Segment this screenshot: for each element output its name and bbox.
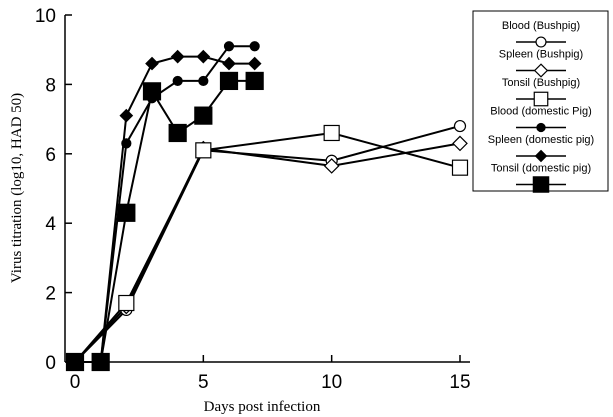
data-point-diamond-open — [323, 158, 340, 174]
data-point-square-filled — [91, 352, 110, 372]
legend-marker — [533, 63, 549, 78]
legend-label: Tonsil (Bushpig) — [502, 77, 580, 89]
y-ticks: 0 2 4 6 8 10 — [35, 6, 72, 374]
data-point-diamond-filled — [170, 49, 185, 64]
data-point-square-open — [323, 124, 340, 142]
y-axis-title: Virus titration (log10, HAD 50) — [9, 93, 25, 283]
y-tick-label: 10 — [35, 6, 56, 27]
data-point-diamond-filled — [119, 108, 134, 123]
data-point-square-filled — [219, 71, 239, 91]
data-point-circle-open — [453, 119, 467, 133]
x-tick-label: 15 — [449, 372, 470, 393]
x-ticks: 0 5 10 15 — [70, 355, 471, 393]
data-point-circle-filled — [172, 75, 183, 87]
x-tick-label: 0 — [70, 372, 81, 393]
data-point-circle-filled — [249, 41, 260, 52]
series-line-circle-filled — [75, 45, 255, 363]
data-point-diamond-filled — [145, 56, 159, 71]
series-markers — [65, 41, 469, 372]
data-point-circle-filled — [223, 41, 235, 52]
legend: Blood (Bushpig) Spleen (Bushpig) Tonsil (B… — [472, 10, 609, 193]
y-tick-label: 0 — [45, 353, 56, 374]
data-point-diamond-filled — [247, 56, 262, 71]
axes — [64, 15, 470, 363]
y-tick-label: 4 — [45, 214, 56, 235]
data-point-circle-filled — [198, 75, 209, 87]
legend-label: Spleen (domestic pig) — [488, 134, 594, 146]
data-point-square-filled — [245, 71, 264, 91]
legend-marker — [535, 36, 547, 48]
y-tick-label: 2 — [45, 284, 56, 305]
data-point-square-filled — [194, 106, 213, 125]
legend-label: Blood (domestic Pig) — [490, 106, 592, 118]
series-line-square-filled — [75, 79, 255, 363]
legend-label: Tonsil (domestic pig) — [491, 163, 591, 175]
legend-marker — [533, 91, 549, 107]
data-point-square-filled — [142, 82, 162, 101]
data-point-square-open — [118, 294, 135, 312]
data-point-circle-filled — [121, 138, 132, 149]
data-point-diamond-filled — [196, 49, 211, 64]
data-point-square-filled — [65, 352, 85, 372]
legend-marker — [534, 149, 548, 163]
data-point-square-filled — [168, 123, 187, 143]
y-tick-label: 6 — [45, 145, 56, 166]
data-point-square-open — [195, 142, 212, 159]
y-tick-label: 8 — [45, 75, 56, 96]
series-line-diamond-open — [74, 142, 461, 363]
legend-marker — [536, 122, 546, 133]
legend-label: Spleen (Bushpig) — [499, 49, 583, 61]
legend-marker — [532, 176, 550, 193]
series-line-square-open — [74, 131, 461, 363]
data-point-square-open — [451, 159, 469, 176]
legend-label: Blood (Bushpig) — [502, 20, 580, 32]
series-line-diamond-filled — [75, 55, 255, 363]
data-point-diamond-filled — [222, 56, 236, 71]
x-axis-title: Days post infection — [204, 399, 321, 415]
data-point-square-filled — [117, 203, 136, 222]
series-line-circle-open — [74, 125, 461, 363]
x-tick-label: 10 — [321, 372, 342, 393]
x-tick-label: 5 — [198, 372, 209, 393]
data-point-diamond-open — [452, 135, 468, 152]
